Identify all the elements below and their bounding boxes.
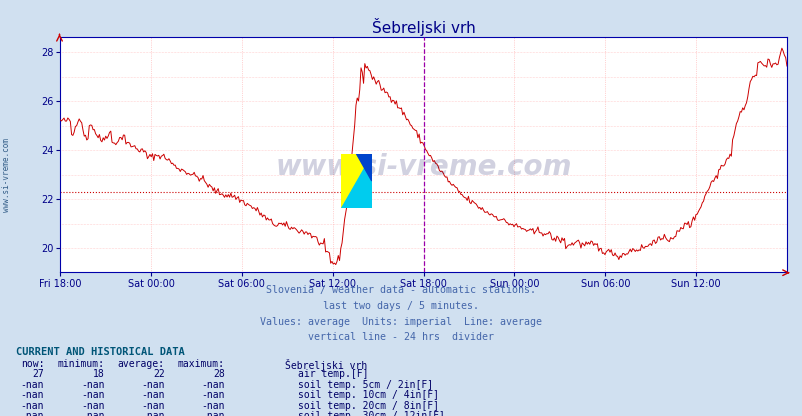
Text: vertical line - 24 hrs  divider: vertical line - 24 hrs divider (308, 332, 494, 342)
Text: Slovenia / weather data - automatic stations.: Slovenia / weather data - automatic stat… (266, 285, 536, 295)
Text: maximum:: maximum: (177, 359, 225, 369)
Text: 22: 22 (152, 369, 164, 379)
Text: -nan: -nan (21, 411, 44, 416)
Text: -nan: -nan (141, 411, 164, 416)
Title: Šebreljski vrh: Šebreljski vrh (371, 18, 475, 36)
Text: -nan: -nan (201, 380, 225, 390)
Polygon shape (341, 154, 371, 208)
Text: -nan: -nan (81, 380, 104, 390)
Text: -nan: -nan (21, 390, 44, 400)
Text: soil temp. 5cm / 2in[F]: soil temp. 5cm / 2in[F] (298, 380, 432, 390)
Text: -nan: -nan (81, 411, 104, 416)
Text: last two days / 5 minutes.: last two days / 5 minutes. (323, 301, 479, 311)
Text: soil temp. 30cm / 12in[F]: soil temp. 30cm / 12in[F] (298, 411, 444, 416)
Text: -nan: -nan (141, 401, 164, 411)
Text: now:: now: (21, 359, 44, 369)
Text: average:: average: (117, 359, 164, 369)
Text: soil temp. 10cm / 4in[F]: soil temp. 10cm / 4in[F] (298, 390, 439, 400)
Text: -nan: -nan (81, 401, 104, 411)
Text: -nan: -nan (201, 390, 225, 400)
Text: Values: average  Units: imperial  Line: average: Values: average Units: imperial Line: av… (260, 317, 542, 327)
Text: CURRENT AND HISTORICAL DATA: CURRENT AND HISTORICAL DATA (16, 347, 184, 357)
Text: www.si-vreme.com: www.si-vreme.com (275, 153, 571, 181)
Text: soil temp. 20cm / 8in[F]: soil temp. 20cm / 8in[F] (298, 401, 439, 411)
Text: air temp.[F]: air temp.[F] (298, 369, 368, 379)
Text: -nan: -nan (81, 390, 104, 400)
Text: -nan: -nan (201, 401, 225, 411)
Text: 27: 27 (32, 369, 44, 379)
Text: minimum:: minimum: (57, 359, 104, 369)
Text: -nan: -nan (141, 380, 164, 390)
Text: -nan: -nan (201, 411, 225, 416)
Polygon shape (356, 154, 371, 181)
Polygon shape (341, 154, 371, 208)
Text: 18: 18 (92, 369, 104, 379)
Text: -nan: -nan (141, 390, 164, 400)
Text: -nan: -nan (21, 401, 44, 411)
Text: Šebreljski vrh: Šebreljski vrh (285, 359, 367, 371)
Text: 28: 28 (213, 369, 225, 379)
Text: www.si-vreme.com: www.si-vreme.com (2, 138, 11, 212)
Text: -nan: -nan (21, 380, 44, 390)
